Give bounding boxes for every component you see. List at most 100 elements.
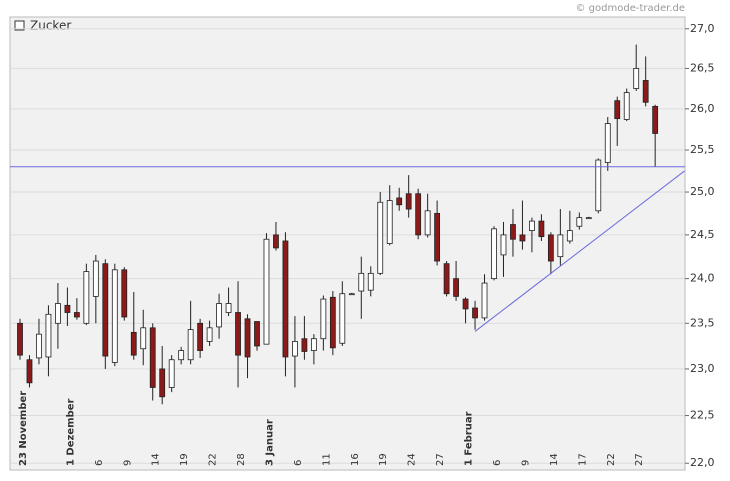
candle-body <box>472 307 478 319</box>
x-tick-label: 14 <box>151 453 162 466</box>
candle-body <box>585 217 592 220</box>
x-tick-label: 23 November <box>18 391 29 466</box>
x-tick-label: 6 <box>492 460 503 466</box>
y-tick-label: 23,5 <box>690 316 715 329</box>
candle-body <box>273 234 279 249</box>
candle-body <box>149 327 156 388</box>
candle-body <box>178 350 185 361</box>
candle-body <box>443 263 450 295</box>
candle-body <box>111 269 118 363</box>
candle-body <box>83 271 90 324</box>
x-tick-label: 14 <box>549 453 560 466</box>
y-tick-label: 26,0 <box>690 102 715 115</box>
candle-body <box>519 234 526 242</box>
candle-body <box>595 159 602 212</box>
candle-body <box>434 212 441 262</box>
candle-body <box>367 272 374 291</box>
candle-body <box>453 278 459 297</box>
y-tick-label: 26,5 <box>690 61 715 74</box>
candle-body <box>623 92 630 120</box>
x-tick-label: 19 <box>378 453 389 466</box>
candle-body <box>168 359 175 388</box>
candle-body <box>235 312 241 356</box>
x-tick-label: 27 <box>435 453 446 466</box>
y-tick-label: 22,0 <box>690 456 715 469</box>
candle-body <box>102 263 109 357</box>
x-tick-label: 24 <box>407 453 418 466</box>
candle-body <box>396 197 403 206</box>
candle-body <box>633 68 640 89</box>
candle-body <box>491 228 497 280</box>
candle-body <box>130 331 137 356</box>
plot-area <box>9 16 686 471</box>
candle-body <box>36 333 42 359</box>
candle-body <box>557 234 564 258</box>
x-tick-label: 27 <box>634 453 645 466</box>
y-tick-label: 24,5 <box>690 228 715 241</box>
candle-body <box>187 329 194 361</box>
candle-body <box>547 234 554 262</box>
candle-body <box>206 327 213 342</box>
credit: © godmode-trader.de <box>576 3 686 14</box>
candle-body <box>26 359 33 384</box>
candle-body <box>45 313 52 358</box>
y-tick-label: 25,5 <box>690 143 715 156</box>
x-tick-label: 1 Dezember <box>65 399 76 466</box>
candle-body <box>17 322 23 356</box>
candle-body <box>405 193 412 210</box>
x-tick-label: 9 <box>520 460 531 466</box>
x-tick-label: 6 <box>293 460 304 466</box>
candle-body <box>292 341 298 357</box>
y-tick-label: 25,0 <box>690 185 715 198</box>
candle-body <box>73 312 80 318</box>
candle-body <box>604 123 611 163</box>
x-tick-label: 17 <box>577 453 588 466</box>
candle-body <box>254 321 260 347</box>
candle-body <box>642 80 649 103</box>
x-tick-label: 19 <box>179 453 190 466</box>
x-tick-label: 22 <box>606 453 617 466</box>
candle-body <box>462 298 469 310</box>
candle-body <box>159 368 166 398</box>
candle-body <box>282 240 289 358</box>
y-tick-label: 27,0 <box>690 22 715 35</box>
x-tick-label: 22 <box>208 453 219 466</box>
candle-body <box>216 303 222 328</box>
candle-body <box>140 327 147 350</box>
candle-body <box>377 201 384 274</box>
candle-body <box>358 272 365 292</box>
candle-body <box>652 105 659 134</box>
x-tick-label: 1 Februar <box>464 411 475 466</box>
candle-body <box>310 338 317 351</box>
candle-body <box>500 234 507 256</box>
candle-body <box>538 220 545 238</box>
x-tick-label: 28 <box>236 453 247 466</box>
candle-body <box>301 338 308 352</box>
candle-body <box>481 282 488 319</box>
candle-body <box>225 303 232 313</box>
candle-body <box>576 217 583 227</box>
y-tick-label: 22,5 <box>690 409 715 422</box>
x-tick-label: 11 <box>321 453 332 466</box>
candle-body <box>263 238 270 345</box>
x-tick-label: 3 Januar <box>264 419 275 466</box>
candle-body <box>64 304 71 313</box>
candle-body <box>386 200 393 244</box>
candle-body <box>415 193 422 236</box>
candle-body <box>55 303 61 324</box>
candle-body <box>424 210 431 236</box>
candle-body <box>320 298 327 340</box>
candle-body <box>529 220 535 231</box>
legend-label: Zucker <box>30 19 71 33</box>
candle-body <box>244 318 251 358</box>
candle-body <box>197 322 204 351</box>
x-tick-label: 9 <box>122 460 133 466</box>
candle-body <box>92 260 99 297</box>
trend-line <box>474 170 685 332</box>
candle-body <box>348 293 355 296</box>
x-tick-label: 6 <box>94 460 105 466</box>
x-tick-label: 16 <box>350 453 361 466</box>
candle-body <box>339 293 346 344</box>
candle-body <box>510 224 516 240</box>
candle-body <box>614 100 621 120</box>
